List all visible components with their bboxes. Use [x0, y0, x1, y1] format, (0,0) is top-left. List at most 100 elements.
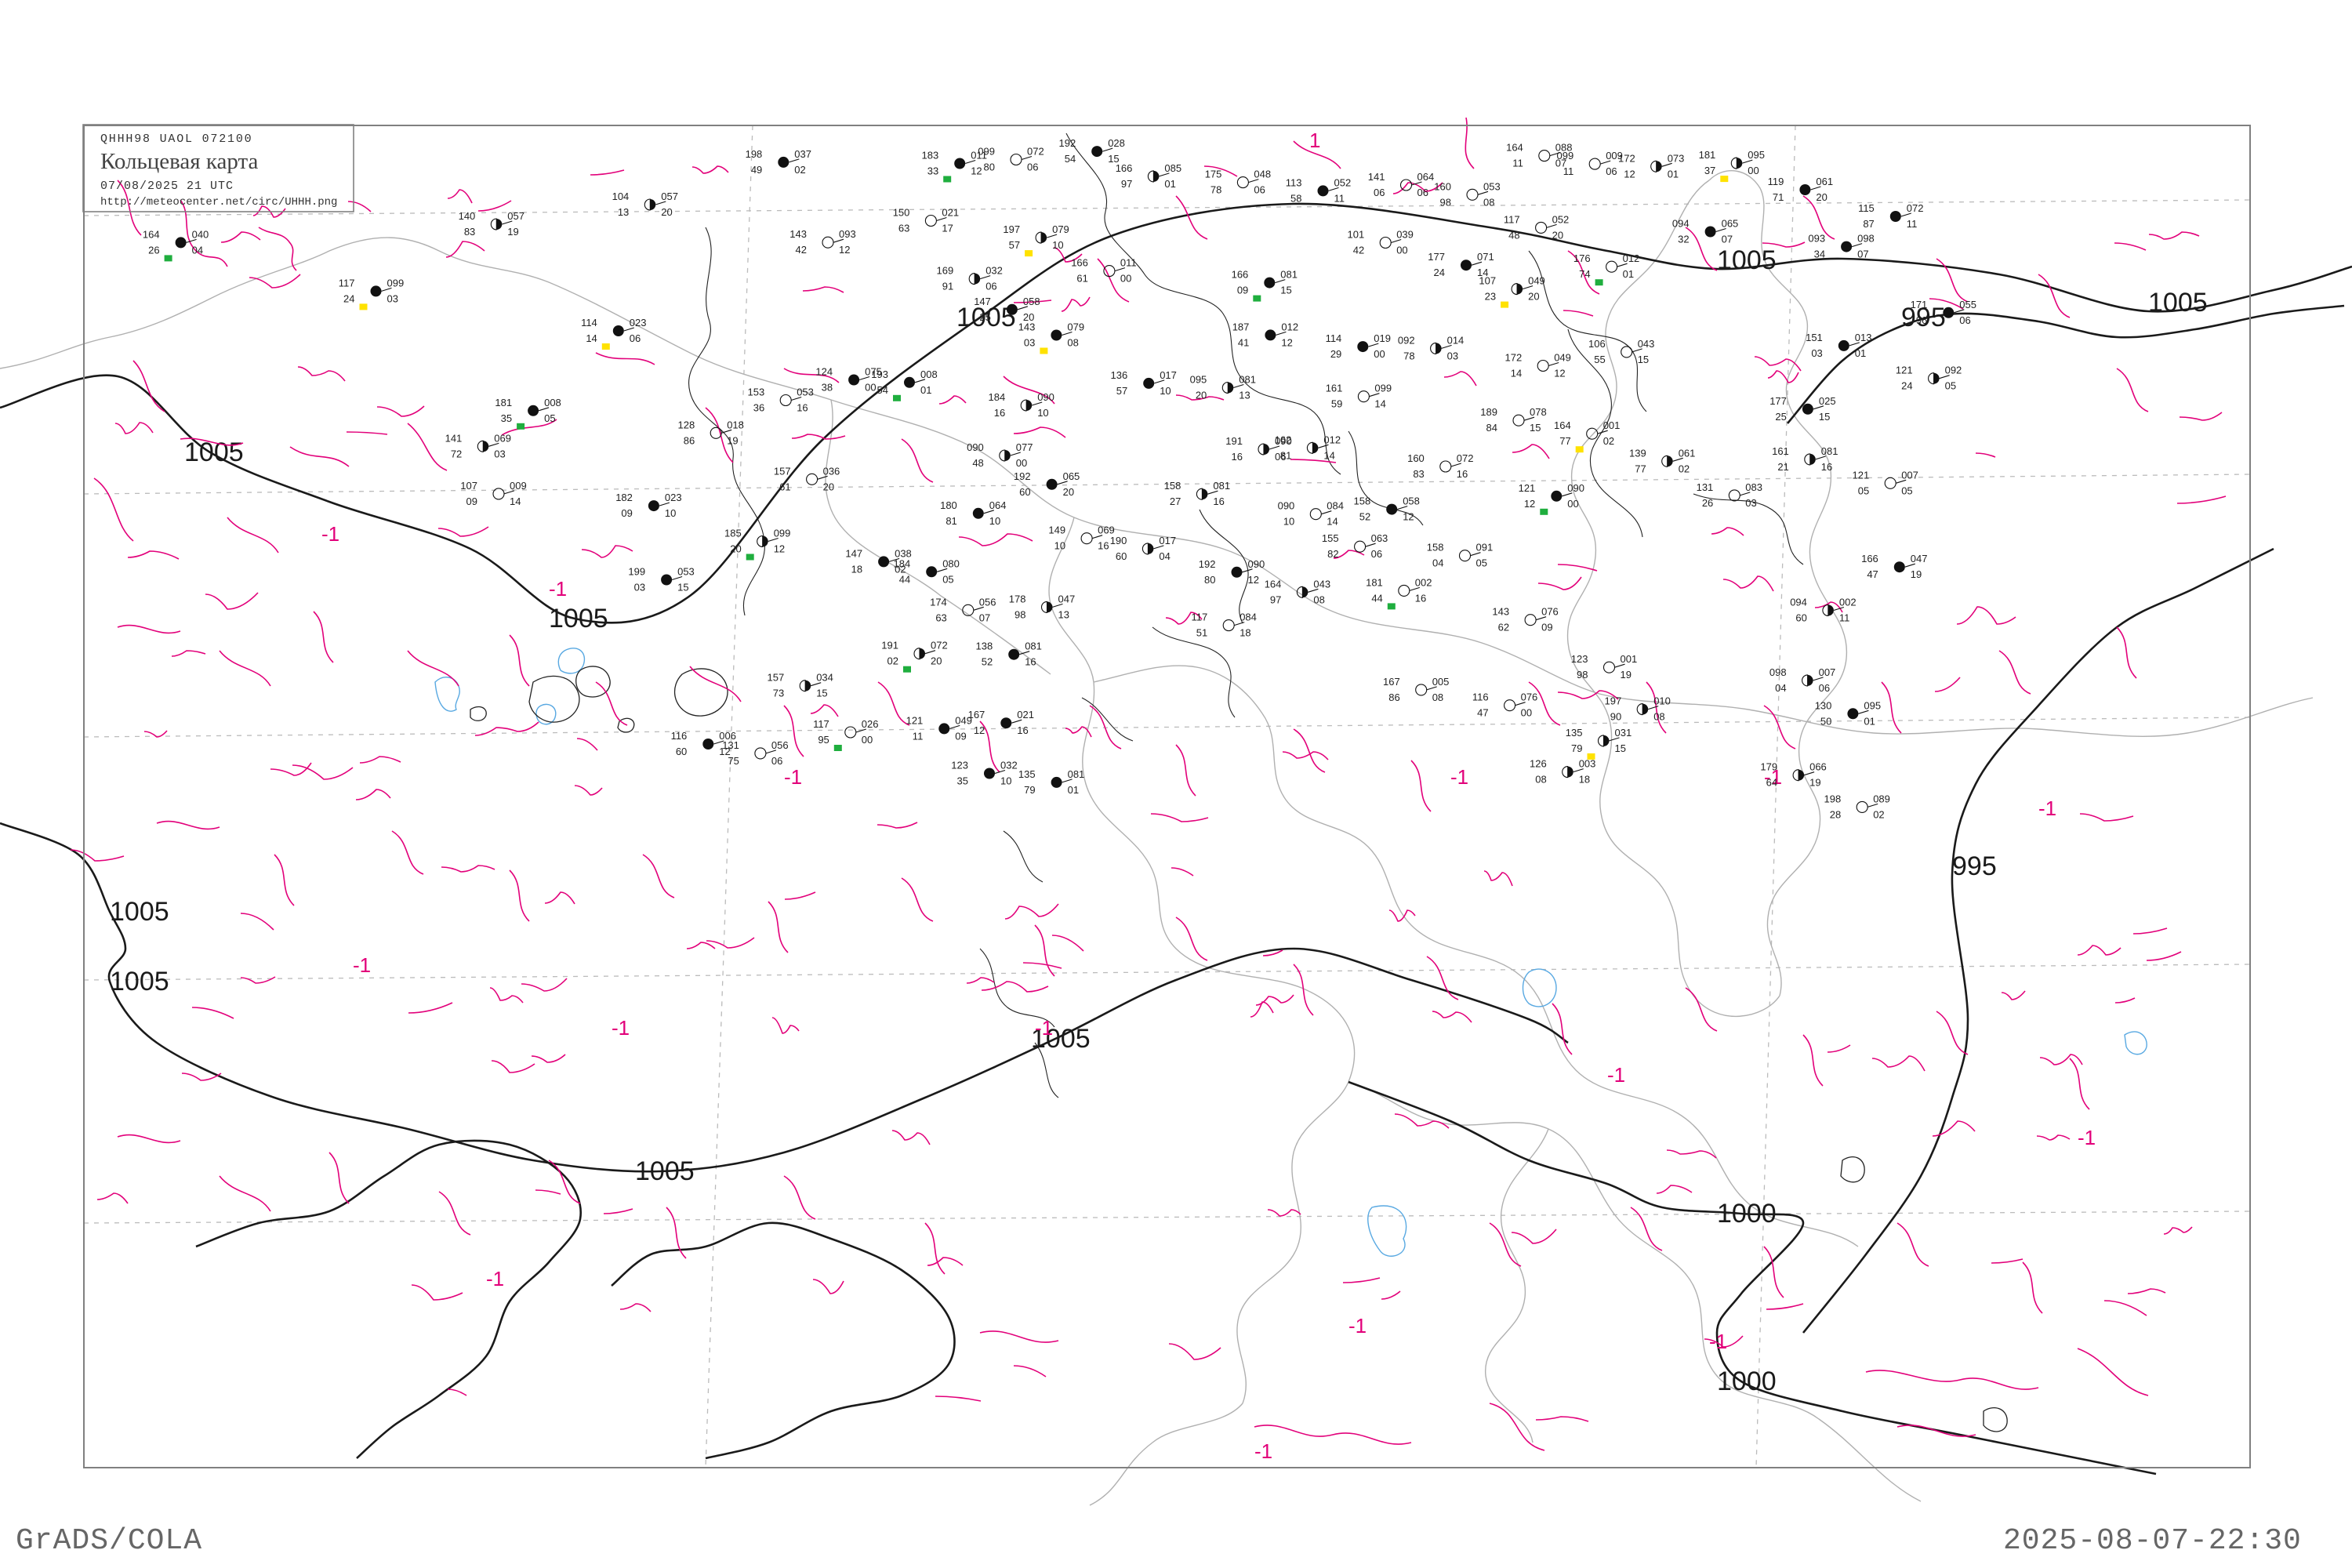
svg-text:143: 143 — [1018, 321, 1036, 333]
svg-text:44: 44 — [1371, 592, 1382, 604]
svg-text:147: 147 — [974, 296, 991, 307]
svg-text:191: 191 — [881, 640, 898, 652]
svg-text:094: 094 — [1790, 597, 1807, 608]
svg-text:032: 032 — [1000, 760, 1018, 771]
svg-text:063: 063 — [1371, 532, 1388, 544]
svg-text:12: 12 — [1554, 368, 1565, 379]
svg-text:08: 08 — [1483, 196, 1494, 208]
svg-text:07/08/2025 21 UTC: 07/08/2025 21 UTC — [100, 180, 234, 193]
svg-text:08: 08 — [1535, 774, 1546, 786]
svg-text:072: 072 — [1027, 146, 1044, 158]
svg-text:12: 12 — [971, 165, 982, 177]
svg-text:178: 178 — [1009, 593, 1026, 604]
svg-text:176: 176 — [1573, 252, 1591, 264]
svg-text:49: 49 — [751, 164, 762, 176]
svg-text:065: 065 — [1722, 218, 1739, 230]
svg-text:995: 995 — [1952, 851, 1997, 881]
svg-text:1: 1 — [1309, 129, 1320, 152]
svg-text:12: 12 — [974, 724, 985, 736]
svg-text:180: 180 — [940, 499, 957, 511]
svg-text:12: 12 — [1624, 168, 1635, 180]
svg-text:169: 169 — [936, 265, 953, 277]
svg-text:043: 043 — [1313, 578, 1330, 590]
svg-text:20: 20 — [1063, 486, 1074, 498]
svg-text:1005: 1005 — [184, 437, 244, 467]
svg-text:86: 86 — [1388, 691, 1399, 703]
svg-text:15: 15 — [1530, 422, 1541, 434]
svg-text:28: 28 — [1830, 808, 1841, 820]
svg-text:09: 09 — [955, 730, 966, 742]
svg-text:54: 54 — [877, 384, 888, 396]
svg-text:121: 121 — [1896, 365, 1913, 376]
svg-text:05: 05 — [942, 573, 953, 585]
svg-text:95: 95 — [818, 734, 829, 746]
svg-text:049: 049 — [1554, 352, 1571, 364]
svg-text:01: 01 — [920, 384, 931, 396]
svg-text:Кольцевая карта: Кольцевая карта — [100, 149, 259, 174]
svg-text:10: 10 — [1283, 516, 1294, 528]
svg-text:117: 117 — [1504, 213, 1520, 225]
svg-text:06: 06 — [630, 332, 641, 344]
svg-text:081: 081 — [1280, 269, 1298, 281]
svg-text:008: 008 — [920, 368, 938, 380]
svg-text:-1: -1 — [1035, 1016, 1053, 1040]
svg-text:20: 20 — [730, 543, 741, 555]
svg-text:14: 14 — [510, 495, 521, 507]
svg-text:065: 065 — [1063, 470, 1080, 482]
svg-text:002: 002 — [1415, 576, 1432, 588]
svg-text:09: 09 — [1237, 285, 1248, 296]
svg-text:02: 02 — [1603, 435, 1614, 447]
svg-text:021: 021 — [942, 207, 959, 219]
svg-text:42: 42 — [1353, 245, 1364, 256]
svg-text:143: 143 — [789, 228, 807, 240]
svg-text:056: 056 — [979, 596, 996, 608]
svg-text:039: 039 — [1396, 229, 1414, 241]
svg-text:155: 155 — [1322, 532, 1339, 544]
svg-text:1000: 1000 — [1717, 1367, 1777, 1396]
svg-text:00: 00 — [862, 734, 873, 746]
svg-text:12: 12 — [1281, 336, 1292, 348]
svg-text:16: 16 — [1415, 592, 1426, 604]
svg-text:2025-08-07-22:30: 2025-08-07-22:30 — [2003, 1524, 2302, 1558]
svg-text:093: 093 — [1808, 233, 1825, 245]
svg-text:147: 147 — [845, 547, 862, 559]
svg-text:03: 03 — [1447, 350, 1458, 361]
svg-text:-1: -1 — [1607, 1063, 1625, 1087]
svg-text:011: 011 — [971, 150, 987, 162]
svg-text:013: 013 — [1855, 332, 1872, 343]
svg-text:60: 60 — [1019, 486, 1030, 498]
svg-text:61: 61 — [1076, 273, 1087, 285]
svg-text:03: 03 — [1745, 497, 1756, 509]
svg-text:81: 81 — [1280, 449, 1291, 461]
svg-text:079: 079 — [1067, 321, 1084, 333]
svg-text:10: 10 — [1052, 239, 1063, 251]
svg-text:-1: -1 — [784, 765, 802, 789]
svg-text:14: 14 — [1374, 398, 1385, 410]
svg-text:177: 177 — [1769, 395, 1787, 407]
svg-text:51: 51 — [1196, 627, 1207, 639]
svg-text:-1: -1 — [321, 522, 339, 546]
svg-text:25: 25 — [979, 311, 990, 323]
svg-text:36: 36 — [753, 402, 764, 414]
svg-text:19: 19 — [1809, 777, 1820, 789]
svg-text:166: 166 — [1071, 257, 1088, 269]
svg-text:34: 34 — [1814, 249, 1825, 260]
svg-text:095: 095 — [1748, 149, 1765, 161]
svg-text:076: 076 — [1521, 691, 1538, 703]
svg-text:114: 114 — [581, 317, 597, 328]
svg-text:031: 031 — [1615, 727, 1632, 739]
svg-text:00: 00 — [1521, 707, 1532, 719]
svg-text:021: 021 — [1017, 709, 1034, 720]
svg-text:1005: 1005 — [635, 1156, 695, 1186]
svg-text:081: 081 — [1025, 641, 1042, 652]
svg-text:055: 055 — [1959, 299, 1976, 310]
svg-text:11: 11 — [913, 730, 924, 742]
svg-text:00: 00 — [1120, 273, 1131, 285]
svg-text:116: 116 — [671, 730, 688, 742]
svg-text:117: 117 — [813, 718, 829, 730]
svg-text:053: 053 — [1483, 180, 1501, 192]
svg-text:010: 010 — [1653, 695, 1671, 707]
svg-text:18: 18 — [1240, 627, 1250, 639]
svg-text:040: 040 — [192, 228, 209, 240]
svg-text:061: 061 — [1816, 176, 1833, 187]
